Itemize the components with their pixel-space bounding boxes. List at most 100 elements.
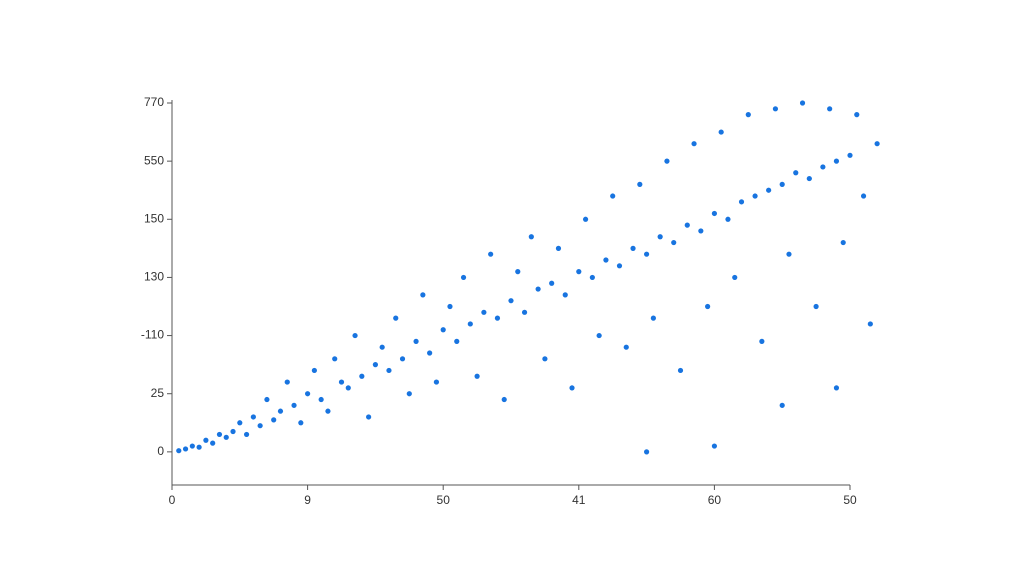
point <box>677 367 684 374</box>
point <box>644 251 650 257</box>
point <box>237 420 243 426</box>
point <box>359 373 365 379</box>
point <box>311 367 317 374</box>
point <box>725 216 731 222</box>
y-tick-label: 550 <box>144 153 164 167</box>
point <box>840 239 846 246</box>
point <box>779 181 785 188</box>
point <box>854 112 860 118</box>
point <box>271 417 277 423</box>
point <box>501 396 507 403</box>
point <box>616 263 623 269</box>
point <box>325 408 331 414</box>
point <box>338 379 345 385</box>
point <box>833 385 840 391</box>
x-tick-label: 41 <box>572 493 586 507</box>
x-tick-label: 50 <box>843 493 857 507</box>
point <box>447 303 453 310</box>
point <box>772 106 779 112</box>
point <box>650 315 656 321</box>
point <box>806 175 812 182</box>
point <box>596 332 602 339</box>
point <box>718 129 724 135</box>
point <box>752 193 758 199</box>
point <box>481 309 487 315</box>
point <box>230 428 236 435</box>
y-tick-label: -110 <box>141 328 164 342</box>
point <box>779 402 785 408</box>
point <box>454 338 460 344</box>
point <box>759 338 765 344</box>
y-tick-label: 25 <box>151 386 165 400</box>
point <box>257 423 263 429</box>
point <box>833 158 840 164</box>
point <box>305 391 311 397</box>
point <box>549 280 555 286</box>
point <box>460 274 467 281</box>
point <box>786 251 792 257</box>
point <box>874 141 880 147</box>
point <box>406 391 412 397</box>
point <box>399 356 406 362</box>
x-tick-label: 50 <box>437 493 451 507</box>
point <box>223 434 229 440</box>
point <box>318 396 324 403</box>
point <box>372 362 378 368</box>
point <box>433 379 440 385</box>
point <box>582 216 589 222</box>
point <box>711 443 718 449</box>
y-tick-label: 150 <box>144 211 164 225</box>
point <box>610 193 616 199</box>
point <box>427 350 433 356</box>
x-tick-label: 9 <box>304 493 311 507</box>
point <box>576 269 582 275</box>
point <box>691 141 697 147</box>
point <box>386 367 392 374</box>
point <box>291 402 297 408</box>
point <box>467 321 473 327</box>
point <box>528 234 534 240</box>
point <box>474 373 480 379</box>
point <box>521 309 528 315</box>
point <box>867 321 873 327</box>
point <box>589 274 595 281</box>
y-tick-label: 130 <box>144 270 164 284</box>
x-tick-label: 0 <box>169 493 176 507</box>
point <box>671 239 677 246</box>
point <box>644 449 650 455</box>
point <box>216 431 223 438</box>
point <box>637 181 643 188</box>
point <box>793 170 799 176</box>
point <box>705 303 711 310</box>
point <box>711 210 718 217</box>
point <box>766 187 772 193</box>
point <box>189 443 195 449</box>
point <box>494 315 501 321</box>
point <box>562 292 568 298</box>
point <box>542 356 548 362</box>
point <box>298 420 304 426</box>
point <box>745 112 751 118</box>
point <box>799 100 806 106</box>
point <box>284 379 290 385</box>
point <box>738 199 745 205</box>
point <box>657 234 663 240</box>
point <box>264 396 270 403</box>
point <box>820 164 826 170</box>
x-tick-label: 60 <box>708 493 722 507</box>
point <box>847 152 853 158</box>
point <box>250 414 256 420</box>
point <box>379 344 385 350</box>
point <box>555 245 562 251</box>
point <box>332 356 338 362</box>
point <box>277 408 284 414</box>
point <box>515 269 521 275</box>
point <box>684 222 690 228</box>
point <box>420 292 426 298</box>
point <box>827 106 833 112</box>
point <box>413 338 419 344</box>
point <box>210 440 216 446</box>
point <box>176 448 182 454</box>
point <box>196 444 202 450</box>
